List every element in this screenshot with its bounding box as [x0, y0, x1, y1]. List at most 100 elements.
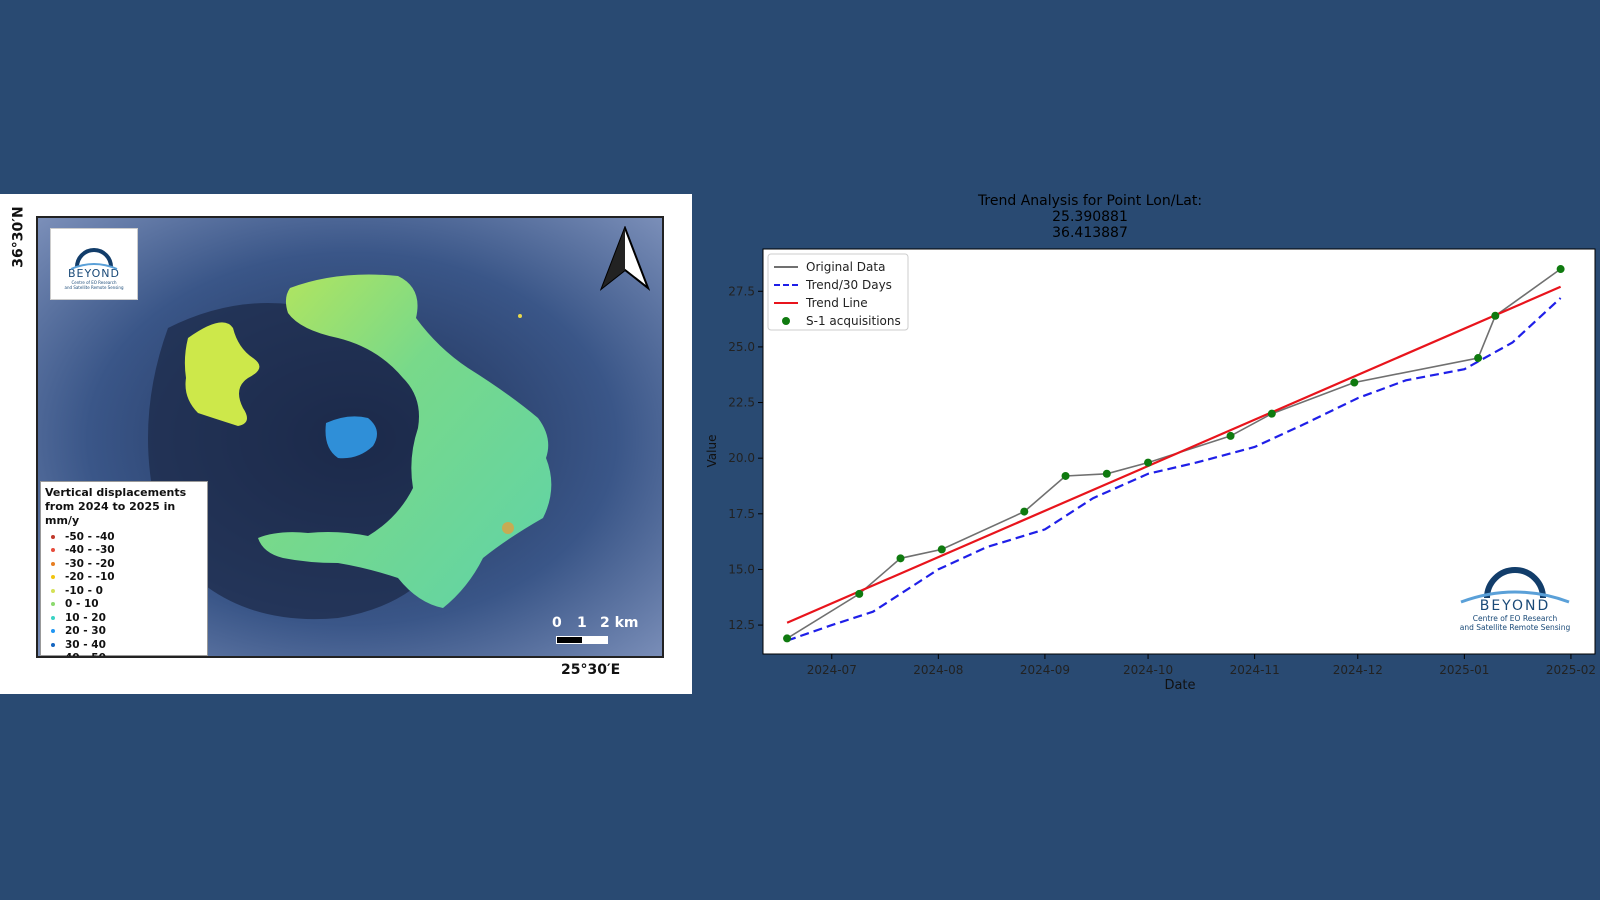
legend-swatch: [51, 575, 55, 580]
legend-label: -30 - -20: [65, 557, 115, 570]
logo-tagline: Centre of EO Research: [71, 280, 117, 285]
y-tick-label: 27.5: [728, 284, 755, 298]
legend-swatch: [51, 602, 55, 607]
beyond-logo: BEYOND Centre of EO Research and Satelli…: [50, 228, 138, 300]
legend-swatch: [51, 615, 55, 620]
legend-swatch: [51, 561, 55, 566]
legend-title: Vertical displacements: [45, 486, 187, 499]
beyond-logo-icon: [70, 248, 118, 270]
chart-title-lon: 25.390881: [1052, 209, 1128, 225]
legend-label: -50 - -40: [65, 530, 115, 543]
y-tick-label: 12.5: [728, 618, 755, 632]
beyond-logo-chart: BEYOND Centre of EO Research and Satelli…: [1455, 540, 1575, 632]
nea-kameni-island: [325, 416, 377, 459]
x-tick-label: 2024-11: [1230, 663, 1280, 677]
scale-label: 2 km: [600, 615, 639, 631]
logo-tagline: and Satellite Remote Sensing: [64, 285, 124, 290]
legend-item: -40 - -30: [45, 544, 203, 558]
thera-island: [258, 274, 552, 608]
legend-item: -50 - -40: [45, 530, 203, 544]
legend-item: 0 - 10: [45, 598, 203, 612]
series-line-trend-30-days: [786, 297, 1562, 642]
data-point-s-1-acquisitions: [1474, 354, 1483, 363]
legend-item: 40 - 50: [45, 652, 203, 658]
scale-label: 1: [577, 615, 587, 631]
legend-swatch: [51, 588, 55, 593]
x-tick-label: 2024-07: [807, 663, 857, 677]
data-point-s-1-acquisitions: [1556, 265, 1565, 274]
legend-item: 30 - 40: [45, 638, 203, 652]
legend-swatch-s-1-acquisitions: [782, 317, 790, 325]
chart-legend: [767, 253, 909, 331]
data-point-s-1-acquisitions: [855, 589, 864, 598]
chart-title-lat: 36.413887: [1052, 225, 1128, 241]
scale-label: 0: [552, 615, 562, 631]
legend-item: 10 - 20: [45, 611, 203, 625]
legend-swatch: [51, 656, 55, 658]
legend-item: 20 - 30: [45, 625, 203, 639]
legend-item: -10 - 0: [45, 584, 203, 598]
legend-label: -20 - -10: [65, 571, 115, 584]
data-point-s-1-acquisitions: [896, 554, 905, 563]
longitude-label: 25°30′E: [561, 662, 621, 678]
data-point-s-1-acquisitions: [1491, 311, 1500, 320]
map-panel: 36°30′N: [0, 194, 692, 694]
series-line-trend-line: [786, 285, 1562, 624]
legend-label-trend-30-days: Trend/30 Days: [805, 278, 892, 292]
legend-label: 20 - 30: [65, 625, 106, 638]
logo-tagline: and Satellite Remote Sensing: [1459, 623, 1571, 632]
legend-label: -40 - -30: [65, 544, 115, 557]
y-tick-label: 15.0: [728, 562, 755, 576]
y-tick-label: 25.0: [728, 340, 755, 354]
latitude-label: 36°30′N: [10, 206, 27, 268]
data-point-s-1-acquisitions: [937, 545, 946, 554]
legend-label: 40 - 50: [65, 652, 106, 656]
data-point-s-1-acquisitions: [1061, 471, 1070, 480]
legend-label: 0 - 10: [65, 598, 99, 611]
logo-brand: BEYOND: [1479, 598, 1551, 614]
x-tick-label: 2024-08: [913, 663, 963, 677]
legend-label: 10 - 20: [65, 611, 106, 624]
data-point-s-1-acquisitions: [1020, 507, 1029, 516]
series-line-original-data: [786, 268, 1562, 640]
legend-swatch: [51, 548, 55, 553]
x-tick-label: 2024-12: [1333, 663, 1383, 677]
legend-label: -10 - 0: [65, 584, 103, 597]
legend-label-original-data: Original Data: [806, 260, 885, 274]
logo-brand: BEYOND: [68, 267, 120, 280]
legend-subtitle: from 2024 to 2025 in mm/y: [45, 500, 176, 527]
chart-title: Trend Analysis for Point Lon/Lat:: [977, 193, 1203, 209]
map-legend: Vertical displacements from 2024 to 2025…: [40, 481, 208, 656]
legend-item: -20 - -10: [45, 571, 203, 585]
legend-item: -30 - -20: [45, 557, 203, 571]
x-tick-label: 2025-02: [1546, 663, 1596, 677]
data-point-s-1-acquisitions: [1226, 431, 1235, 440]
hotspot-area: [502, 522, 514, 534]
y-tick-label: 22.5: [728, 396, 755, 410]
data-point-s-1-acquisitions: [1102, 469, 1111, 478]
legend-swatch: [51, 534, 55, 539]
legend-label-s-1-acquisitions: S-1 acquisitions: [806, 314, 901, 328]
data-point-s-1-acquisitions: [783, 634, 792, 643]
legend-swatch: [51, 642, 55, 647]
small-islet: [518, 314, 522, 318]
x-tick-label: 2024-10: [1123, 663, 1173, 677]
scale-bar-graphic: [556, 636, 608, 644]
legend-swatch: [51, 629, 55, 634]
legend-label-trend-line: Trend Line: [805, 296, 868, 310]
x-tick-label: 2024-09: [1020, 663, 1070, 677]
x-axis-label: Date: [1164, 678, 1195, 693]
x-tick-label: 2025-01: [1439, 663, 1489, 677]
logo-tagline: Centre of EO Research: [1472, 614, 1558, 623]
thirasia-island: [184, 322, 260, 426]
y-axis-label: Value: [705, 435, 719, 468]
data-point-s-1-acquisitions: [1267, 409, 1276, 418]
legend-items: -50 - -40 -40 - -30 -30 - -20 -20 - -10 -10 …: [45, 530, 203, 658]
y-tick-label: 20.0: [728, 451, 755, 465]
trend-chart: 2024-07 2024-08 2024-09 2024-10 2024-11 2024-…: [705, 248, 1596, 693]
chart-title-block: Trend Analysis for Point Lon/Lat: 25.390…: [760, 193, 1420, 241]
satellite-map: BEYOND Centre of EO Research and Satelli…: [36, 216, 664, 658]
y-tick-label: 17.5: [728, 507, 755, 521]
data-point-s-1-acquisitions: [1144, 458, 1153, 467]
data-point-s-1-acquisitions: [1350, 378, 1359, 387]
